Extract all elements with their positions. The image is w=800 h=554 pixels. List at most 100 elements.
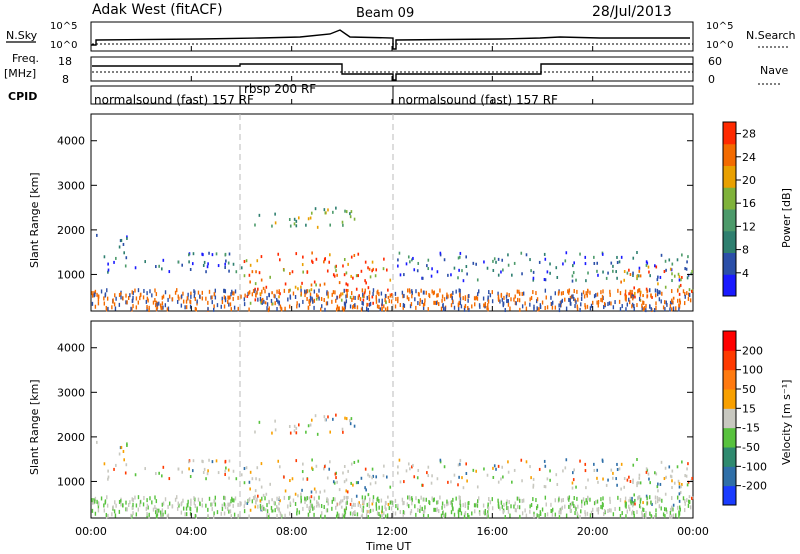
power-echo bbox=[630, 292, 632, 297]
velocity-echo bbox=[491, 506, 494, 511]
velocity-echo bbox=[441, 505, 443, 510]
power-echo bbox=[584, 305, 587, 310]
velocity-echo bbox=[495, 467, 497, 471]
velocity-echo bbox=[180, 510, 183, 515]
velocity-echo bbox=[205, 477, 207, 481]
velocity-echo bbox=[408, 504, 410, 509]
velocity-echo bbox=[476, 485, 479, 489]
power-echo bbox=[324, 211, 327, 215]
velocity-echo bbox=[118, 499, 121, 504]
power-echo bbox=[130, 306, 132, 311]
velocity-echo bbox=[402, 510, 405, 515]
power-echo bbox=[159, 303, 162, 308]
velocity-echo bbox=[338, 513, 340, 518]
velocity-echo bbox=[636, 484, 638, 488]
velocity-echo bbox=[371, 502, 374, 506]
power-echo bbox=[679, 300, 681, 305]
power-echo bbox=[357, 252, 360, 256]
velocity-echo bbox=[206, 472, 209, 476]
power-echo bbox=[402, 294, 404, 299]
power-echo bbox=[367, 266, 369, 270]
velocity-echo bbox=[362, 505, 365, 509]
velocity-echo bbox=[642, 507, 644, 512]
power-echo bbox=[388, 299, 390, 304]
velocity-echo bbox=[122, 503, 124, 508]
velocity-echo bbox=[374, 481, 377, 485]
power-echo bbox=[270, 298, 273, 303]
power-echo bbox=[361, 288, 364, 293]
velocity-echo bbox=[417, 468, 420, 472]
power-echo bbox=[433, 290, 435, 295]
velocity-echo bbox=[123, 458, 125, 462]
velocity-echo bbox=[631, 496, 633, 500]
velocity-echo bbox=[497, 464, 500, 468]
power-echo bbox=[225, 259, 227, 263]
velocity-echo bbox=[568, 495, 571, 500]
velocity-echo bbox=[459, 503, 462, 508]
power-echo bbox=[132, 304, 134, 309]
power-echo bbox=[323, 208, 326, 212]
power-echo bbox=[261, 298, 263, 303]
power-echo bbox=[256, 259, 259, 263]
velocity-echo bbox=[111, 512, 113, 517]
power-echo bbox=[645, 287, 648, 291]
velocity-echo bbox=[457, 509, 460, 514]
velocity-echo bbox=[320, 514, 322, 519]
velocity-echo bbox=[305, 430, 307, 434]
power-echo bbox=[320, 307, 322, 312]
velocity-echo bbox=[323, 465, 326, 469]
power-echo bbox=[343, 301, 346, 306]
velocity-echo bbox=[580, 509, 582, 514]
velocity-echo bbox=[678, 492, 681, 496]
velocity-echo bbox=[487, 510, 489, 515]
power-echo bbox=[139, 293, 142, 298]
power-echo bbox=[353, 304, 355, 309]
power-echo bbox=[564, 297, 566, 302]
power-echo bbox=[263, 299, 265, 304]
power-echo bbox=[257, 287, 259, 291]
power-echo bbox=[363, 291, 366, 295]
velocity-echo bbox=[211, 460, 214, 464]
power-echo bbox=[579, 252, 581, 256]
power-echo bbox=[135, 305, 138, 310]
velocity-echo bbox=[266, 503, 268, 508]
power-echo bbox=[369, 301, 372, 306]
y-tick-label: 1000 bbox=[57, 475, 85, 488]
power-echo bbox=[506, 299, 508, 304]
velocity-echo bbox=[306, 496, 309, 501]
power-echo bbox=[663, 270, 666, 274]
power-echo bbox=[199, 294, 201, 299]
velocity-echo bbox=[406, 502, 409, 507]
velocity-echo bbox=[97, 504, 100, 509]
velocity-echo bbox=[292, 498, 295, 503]
velocity-echo bbox=[439, 458, 442, 462]
velocity-echo-marks bbox=[91, 413, 694, 520]
power-echo bbox=[350, 210, 353, 214]
velocity-echo bbox=[249, 508, 252, 512]
velocity-echo bbox=[506, 506, 508, 511]
power-echo bbox=[193, 289, 195, 294]
velocity-echo bbox=[395, 504, 397, 509]
velocity-echo bbox=[317, 501, 319, 506]
velocity-echo bbox=[507, 509, 510, 514]
power-echo bbox=[335, 307, 338, 312]
velocity-echo bbox=[459, 495, 461, 500]
power-echo bbox=[612, 269, 614, 273]
velocity-echo bbox=[600, 497, 602, 502]
power-echo bbox=[180, 294, 183, 299]
power-echo bbox=[434, 300, 436, 305]
power-echo bbox=[107, 262, 109, 266]
power-echo bbox=[162, 294, 165, 299]
velocity-echo bbox=[234, 496, 237, 501]
power-echo bbox=[507, 302, 510, 307]
velocity-echo bbox=[651, 502, 653, 506]
power-echo bbox=[431, 289, 433, 294]
velocity-echo bbox=[168, 501, 171, 506]
velocity-echo bbox=[678, 482, 681, 486]
power-echo bbox=[532, 276, 535, 280]
power-echo bbox=[383, 257, 385, 261]
power-echo bbox=[274, 301, 276, 306]
power-echo bbox=[398, 251, 401, 255]
velocity-echo bbox=[346, 498, 348, 503]
power-echo bbox=[626, 302, 629, 307]
